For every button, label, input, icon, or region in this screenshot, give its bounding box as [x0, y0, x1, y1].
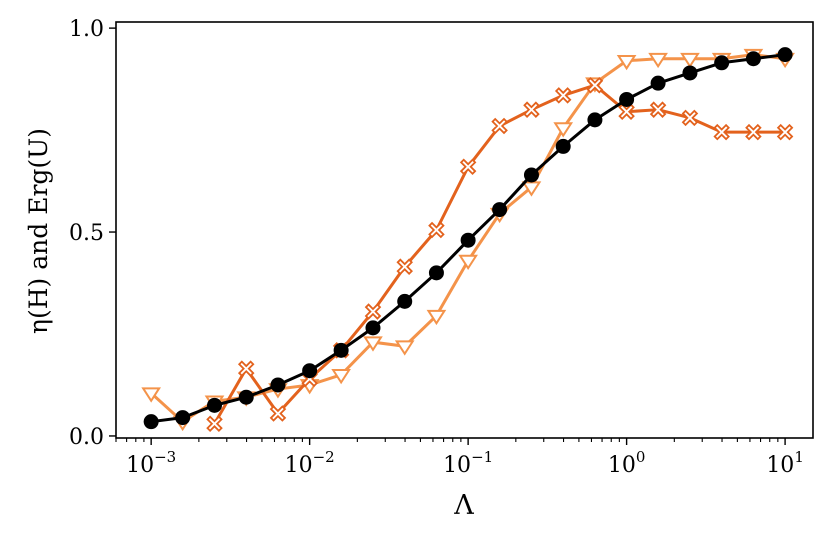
data-point [491, 117, 508, 135]
data-point [492, 202, 508, 218]
data-point [302, 363, 318, 379]
y-axis-label: η(H) and Erg(U) [24, 128, 53, 334]
data-point [714, 55, 730, 71]
series-2 [143, 47, 793, 430]
data-point [363, 336, 383, 352]
data-point [777, 47, 793, 63]
data-point [618, 103, 635, 120]
data-point [745, 123, 762, 141]
data-point [460, 232, 476, 248]
data-point [554, 87, 572, 104]
data-point [206, 415, 223, 432]
x-tick-label: 10−2 [285, 448, 335, 478]
data-point [616, 54, 637, 71]
data-point [365, 320, 381, 336]
data-point [681, 109, 699, 127]
data-point [428, 265, 444, 281]
data-point [237, 360, 255, 377]
data-point [649, 101, 667, 118]
data-point [523, 101, 540, 118]
data-point [394, 340, 415, 356]
data-point [364, 303, 382, 320]
data-point [587, 112, 603, 128]
data-point [238, 389, 254, 405]
data-point [680, 52, 700, 69]
data-point [682, 65, 698, 81]
data-point [141, 387, 161, 403]
data-point [553, 122, 574, 138]
data-point [143, 414, 159, 430]
data-point [269, 405, 287, 422]
data-point [428, 221, 445, 239]
data-point [396, 258, 413, 275]
data-point [397, 293, 413, 309]
y-tick-label: 0.0 [69, 425, 104, 450]
data-point [648, 52, 668, 69]
series-1 [206, 76, 794, 432]
x-tick-label: 100 [608, 448, 646, 478]
plot-frame [115, 21, 814, 439]
data-point [270, 377, 286, 393]
x-tick-label: 10−3 [126, 448, 176, 478]
data-point [745, 51, 761, 67]
data-point [458, 254, 478, 271]
data-point [713, 123, 730, 141]
data-point [523, 167, 539, 183]
x-tick-label: 10−1 [443, 448, 493, 478]
data-point [459, 158, 477, 176]
data-point [175, 410, 191, 426]
data-point [650, 75, 666, 91]
x-axis-ticks: 10−3 10−2 10−1 100 101 [115, 438, 804, 478]
data-point [586, 76, 604, 94]
x-tick-label: 101 [766, 448, 804, 478]
data-point [333, 342, 349, 358]
data-point [426, 309, 447, 326]
data-point [207, 397, 223, 413]
data-point [555, 138, 571, 154]
data-point [776, 123, 794, 141]
data-point [619, 91, 635, 107]
series-layer [141, 47, 795, 432]
x-axis-label: Λ [453, 490, 474, 521]
series-line [213, 83, 786, 425]
data-point [331, 368, 351, 385]
y-tick-label: 0.5 [69, 221, 104, 246]
y-axis-ticks: 0.0 0.5 1.0 [69, 17, 116, 450]
y-tick-label: 1.0 [69, 17, 104, 42]
